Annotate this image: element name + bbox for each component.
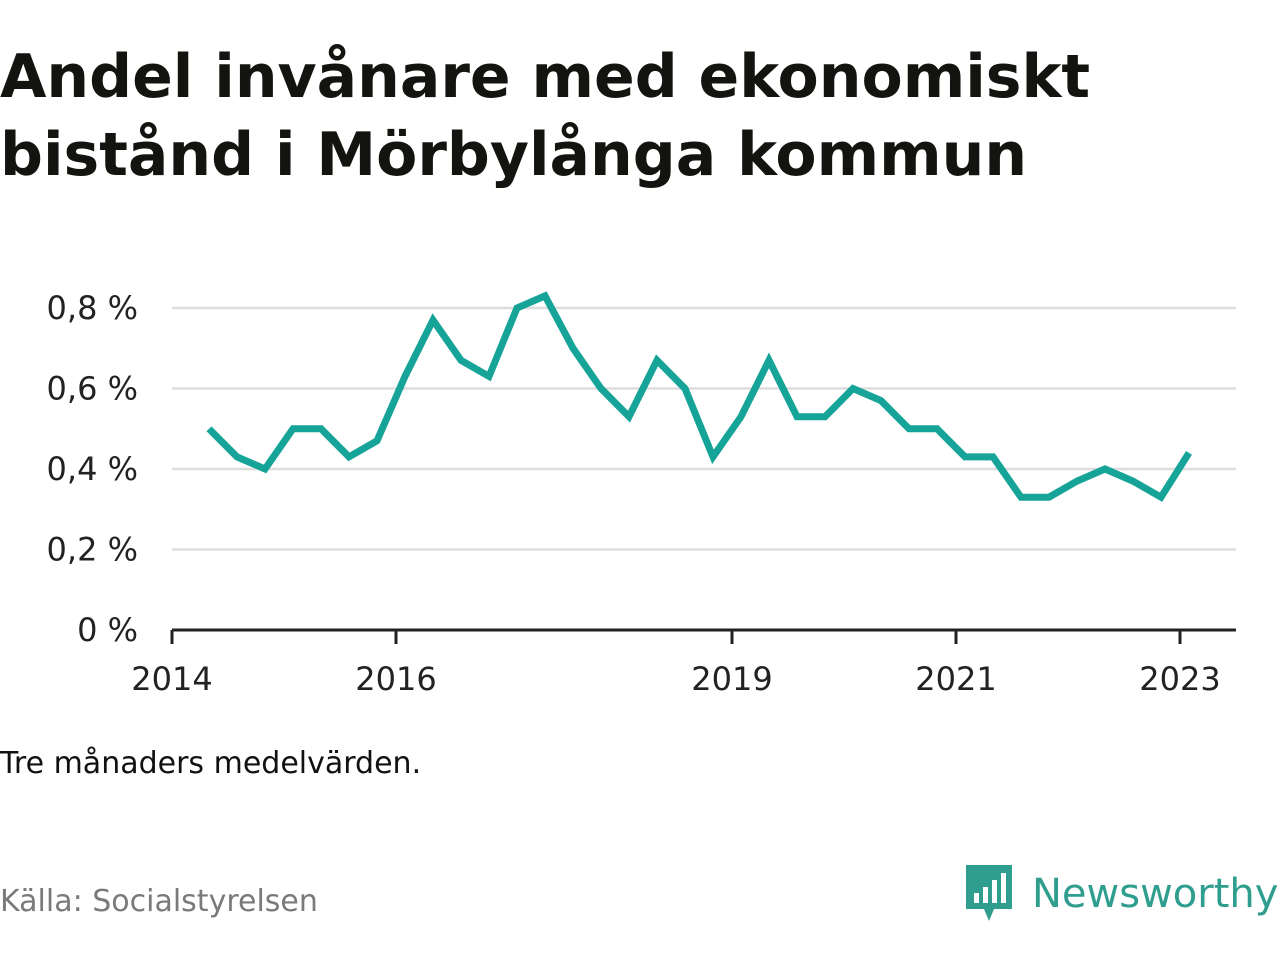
y-tick-label: 0,8 % [47,289,138,327]
x-axis [170,628,1236,644]
brand-name: Newsworthy [1032,871,1279,917]
series-layer [206,291,1192,502]
x-tick-label: 2019 [691,660,772,698]
y-axis-labels: 0 % 0,2 % 0,4 % 0,6 % 0,8 % [47,289,138,649]
x-axis-labels: 2014 2016 2019 2021 2023 [131,660,1220,698]
chart-bubble-icon [966,865,1012,921]
x-tick-label: 2023 [1139,660,1220,698]
x-tick-label: 2021 [915,660,996,698]
chart-title: Andel invånare med ekonomiskt bistånd i … [0,42,1091,190]
x-tick-label: 2016 [355,660,436,698]
source-label: Källa: Socialstyrelsen [0,884,318,919]
chart-note: Tre månaders medelvärden. [0,746,422,781]
y-tick-label: 0 % [77,611,138,649]
brand-logo: Newsworthy [964,862,1278,926]
x-tick-label: 2014 [131,660,212,698]
series-line [206,291,1192,502]
grid-lines [172,306,1236,551]
y-tick-label: 0,4 % [47,450,138,488]
line-chart: 0 % 0,2 % 0,4 % 0,6 % 0,8 % 2014 2016 2019 2021… [47,289,1236,698]
y-tick-label: 0,2 % [47,531,138,569]
y-tick-label: 0,6 % [47,370,138,408]
